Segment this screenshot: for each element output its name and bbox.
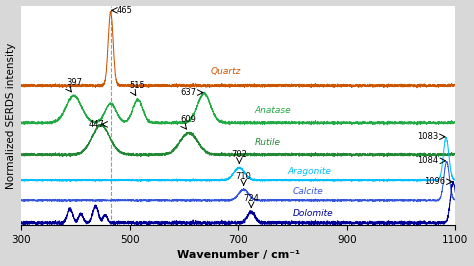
Text: Calcite: Calcite <box>292 187 323 196</box>
Text: 1083: 1083 <box>417 132 438 141</box>
Text: 609: 609 <box>181 115 197 124</box>
Text: Rutile: Rutile <box>255 138 281 147</box>
Text: 724: 724 <box>243 194 259 203</box>
Text: Anatase: Anatase <box>255 106 291 115</box>
Text: 1096: 1096 <box>424 177 445 186</box>
Text: Quartz: Quartz <box>211 67 241 76</box>
Text: Dolomite: Dolomite <box>292 209 333 218</box>
Text: Aragonite: Aragonite <box>287 167 331 176</box>
Text: 1084: 1084 <box>418 156 438 165</box>
Text: 465: 465 <box>117 6 133 15</box>
Text: 637: 637 <box>180 88 196 97</box>
Text: 710: 710 <box>236 172 252 181</box>
Text: 397: 397 <box>66 78 82 87</box>
X-axis label: Wavenumber / cm⁻¹: Wavenumber / cm⁻¹ <box>177 251 300 260</box>
Text: 515: 515 <box>130 81 146 90</box>
Text: 447: 447 <box>88 120 104 129</box>
Y-axis label: Normalized SERDS intensity: Normalized SERDS intensity <box>6 42 16 189</box>
Text: 702: 702 <box>231 150 247 159</box>
